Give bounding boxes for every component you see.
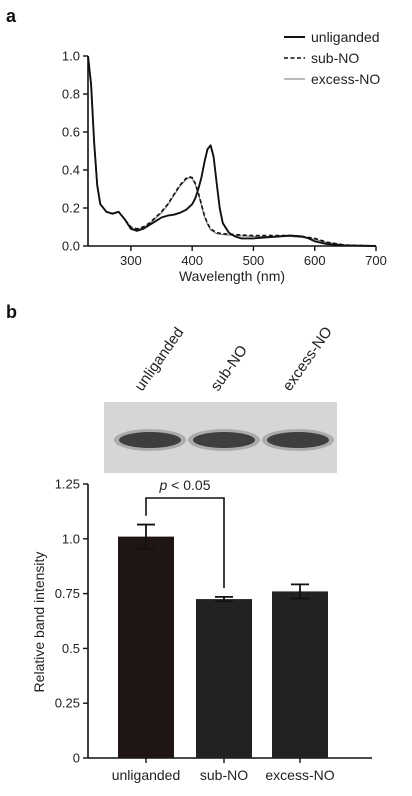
bar-x-tick-label: unliganded xyxy=(112,767,181,783)
spectrum-x-tick-label: 500 xyxy=(243,253,265,268)
blot-lane-labels: unliganded sub-NO excess-NO xyxy=(131,324,335,395)
bar-sub-NO xyxy=(196,599,252,758)
blot-band-unliganded xyxy=(119,432,181,448)
blot-band-halo-unliganded xyxy=(114,429,186,451)
spectrum-x-tick-label: 300 xyxy=(120,253,142,268)
bar-y-tick-label: 0.5 xyxy=(62,641,80,656)
legend-label-unliganded: unliganded xyxy=(311,29,380,45)
bar-y-tick-label: 0.75 xyxy=(55,586,80,601)
spectrum-x-tick-label: 400 xyxy=(181,253,203,268)
spectrum-y-tick-label: 0.4 xyxy=(62,163,80,178)
spectrum-x-tick-label: 600 xyxy=(304,253,326,268)
bar-y-tick-label: 1.0 xyxy=(62,531,80,546)
significance-bracket xyxy=(145,497,225,589)
blot-lane-label-unliganded: unliganded xyxy=(131,324,187,394)
spectrum-series xyxy=(87,55,377,247)
blot-bands xyxy=(114,429,334,451)
spectrum-axes: 0.0 0.2 0.4 0.6 0.8 1.0 300 400 500 600 700 xyxy=(62,49,387,269)
band-intensity-bar-chart: 0 0.25 0.5 0.75 1.0 1.25 unliganded sub-NO exce… xyxy=(31,477,372,783)
bar-unliganded xyxy=(118,536,174,758)
western-blot: unliganded sub-NO excess-NO xyxy=(104,324,337,473)
spectrum-y-tick-label: 0.6 xyxy=(62,125,80,140)
bar-x-tick-label: sub-NO xyxy=(200,767,248,783)
bar-series: unliganded sub-NO excess-NO xyxy=(112,523,335,783)
spectrum-x-axis-label: Wavelength (nm) xyxy=(179,268,285,284)
blot-band-halo-sub-NO xyxy=(188,429,260,451)
legend-label-excess-NO: excess-NO xyxy=(311,71,380,87)
spectrum-x-tick-label: 700 xyxy=(365,253,387,268)
spectrum-series-line-unliganded xyxy=(87,55,377,247)
spectrum-y-tick-label: 0.0 xyxy=(62,239,80,254)
blot-lane-label-sub-NO: sub-NO xyxy=(207,342,251,394)
bar-x-tick-label: excess-NO xyxy=(265,767,334,783)
significance-annotation: p < 0.05 xyxy=(145,477,225,589)
spectrum-y-tick-label: 0.8 xyxy=(62,87,80,102)
spectrum-y-tick-label: 1.0 xyxy=(62,49,80,64)
legend-label-sub-NO: sub-NO xyxy=(311,50,359,66)
spectrum-y-tick-label: 0.2 xyxy=(62,201,80,216)
blot-band-sub-NO xyxy=(193,432,255,448)
blot-lane-label-excess-NO: excess-NO xyxy=(279,324,335,395)
absorbance-spectrum-chart: 0.0 0.2 0.4 0.6 0.8 1.0 300 400 500 600 700 Wavele… xyxy=(62,29,387,284)
significance-label: p < 0.05 xyxy=(159,477,211,493)
bar-y-tick-label: 0.25 xyxy=(55,696,80,711)
p-threshold: < 0.05 xyxy=(167,477,210,493)
bar-y-axis-label: Relative band intensity xyxy=(31,552,47,693)
blot-band-excess-NO xyxy=(267,432,329,448)
bar-excess-NO xyxy=(272,591,328,758)
panel-label-a: a xyxy=(6,6,17,26)
p-symbol: p xyxy=(159,477,168,493)
spectrum-legend: unliganded sub-NO excess-NO xyxy=(284,29,380,87)
bar-y-tick-label: 0 xyxy=(73,751,80,766)
bar-y-tick-label: 1.25 xyxy=(55,477,80,492)
blot-band-halo-excess-NO xyxy=(262,429,334,451)
panel-label-b: b xyxy=(6,302,17,322)
